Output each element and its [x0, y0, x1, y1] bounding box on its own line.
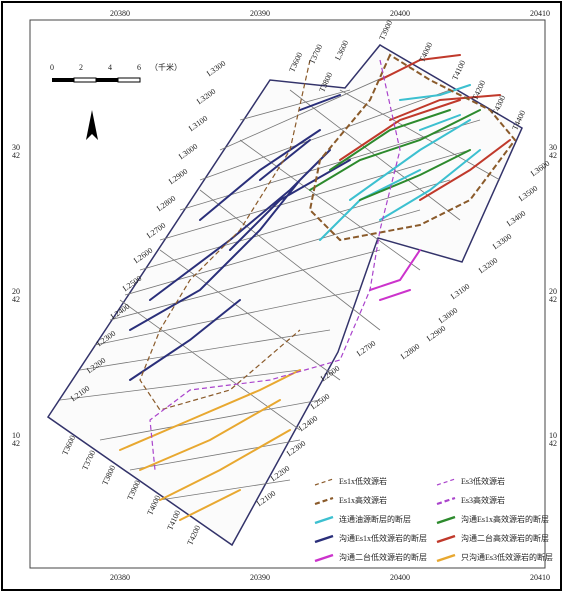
top-coordinate: 20390 — [250, 9, 270, 18]
right-coordinate-minor: 42 — [549, 295, 557, 304]
legend-label: 只沟通Es3低效源岩的断层 — [461, 552, 553, 562]
left-coordinate-minor: 42 — [12, 151, 20, 160]
legend-label: Es1x高效源岩 — [339, 495, 387, 505]
right-coordinate-minor: 42 — [549, 439, 557, 448]
bottom-coordinate: 20400 — [390, 573, 410, 582]
legend-label: 沟通二台低效源岩的断层 — [339, 552, 427, 562]
top-coordinate: 20410 — [530, 9, 550, 18]
bottom-coordinate: 20410 — [530, 573, 550, 582]
scale-tick: 4 — [108, 63, 112, 72]
legend-label: 沟通Es1x高效源岩的断层 — [461, 514, 549, 524]
left-coordinate-minor: 42 — [12, 439, 20, 448]
top-coordinate: 20400 — [390, 9, 410, 18]
legend-label: Es3低效源岩 — [461, 476, 505, 486]
legend-label: 沟通二台高效源岩的断层 — [461, 533, 549, 543]
legend-label: 沟通Es1x低效源岩的断层 — [339, 533, 427, 543]
scale-tick: 6 — [137, 63, 141, 72]
scale-tick: 2 — [79, 63, 83, 72]
legend-label: Es1x低效源岩 — [339, 476, 387, 486]
bottom-coordinate: 20390 — [250, 573, 270, 582]
scale-unit: （千米） — [150, 62, 182, 72]
map: 20380 20380 20390 20390 20400 20400 20410 20410… — [0, 0, 563, 592]
scale-bar — [52, 78, 140, 82]
right-coordinate-minor: 42 — [549, 151, 557, 160]
scale-tick: 0 — [50, 63, 54, 72]
legend-label: 连通油源断层的断层 — [339, 514, 411, 524]
legend-label: Es3高效源岩 — [461, 495, 505, 505]
top-coordinate: 20380 — [110, 9, 130, 18]
bottom-coordinate: 20380 — [110, 573, 130, 582]
left-coordinate-minor: 42 — [12, 295, 20, 304]
